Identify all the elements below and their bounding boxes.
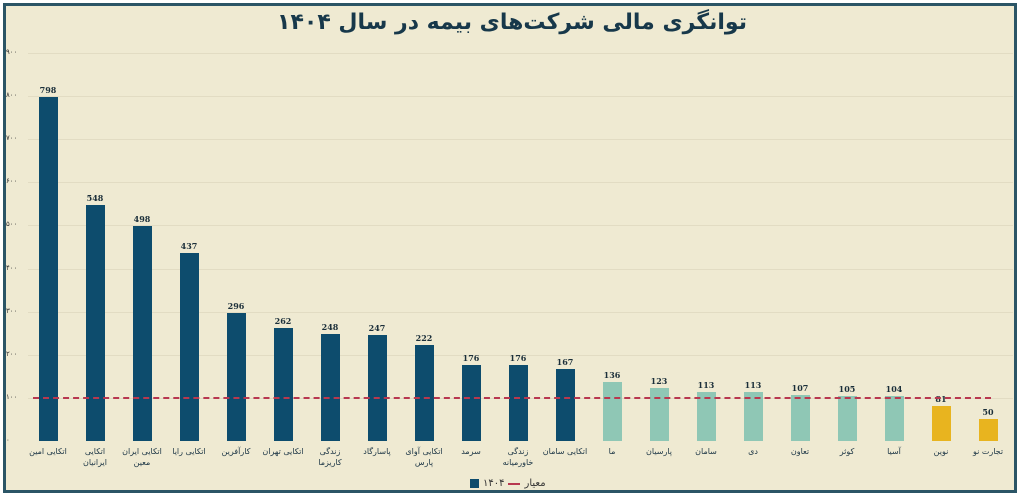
bar-value-label: 247	[368, 322, 386, 333]
bar[interactable]	[367, 334, 387, 441]
x-category-label: زندگی کاریزما	[318, 447, 342, 467]
legend-swatch-benchmark	[508, 482, 521, 485]
legend-label-1404: ۱۴۰۴	[483, 478, 505, 489]
y-tick-label: ۰	[6, 436, 10, 444]
gridline	[28, 268, 1013, 270]
y-tick-label: ۸۰۰	[6, 91, 18, 100]
x-category-label: سرمد	[461, 447, 481, 456]
x-category-label: تجارت نو	[972, 447, 1004, 456]
gridline	[28, 96, 1013, 98]
bar-value-label: 176	[509, 353, 527, 364]
bar-value-label: 104	[885, 384, 903, 395]
benchmark-line	[33, 396, 991, 399]
bar-value-label: 136	[603, 370, 621, 381]
bar-value-label: 81	[935, 394, 947, 405]
bar-value-label: 123	[650, 375, 668, 386]
bar[interactable]	[743, 392, 763, 441]
bar[interactable]	[226, 313, 246, 441]
bar[interactable]	[85, 204, 105, 441]
bar-value-label: 105	[838, 383, 856, 394]
legend: ۱۴۰۴ معیار	[470, 478, 546, 489]
bar[interactable]	[649, 387, 669, 441]
y-tick-label: ۱۰۰	[6, 392, 18, 401]
bar[interactable]	[179, 252, 199, 441]
bar-value-label: 113	[697, 380, 715, 391]
bar-value-label: 248	[321, 322, 339, 333]
bar-value-label: 222	[415, 333, 433, 344]
x-category-label: اتکایی ایرانیان	[82, 447, 108, 467]
bar-value-label: 107	[791, 382, 809, 393]
bar-value-label: 548	[86, 192, 104, 203]
x-category-label: نوین	[933, 447, 949, 456]
bar[interactable]	[414, 345, 434, 441]
y-tick-label: ۶۰۰	[6, 177, 18, 186]
gridline	[28, 311, 1013, 313]
y-tick-label: ۴۰۰	[6, 263, 18, 272]
bar[interactable]	[320, 334, 340, 441]
x-category-label: پارسیان	[646, 447, 672, 456]
bar-value-label: 50	[982, 407, 994, 418]
y-tick-label: ۲۰۰	[6, 349, 18, 358]
bar[interactable]	[884, 396, 904, 441]
legend-swatch-1404	[470, 479, 479, 488]
bar[interactable]	[555, 369, 575, 441]
gridline	[28, 53, 1013, 54]
bar[interactable]	[461, 365, 481, 441]
x-category-label: کارآفرین	[221, 447, 251, 456]
x-category-label: پاسارگاد	[363, 447, 391, 456]
bar[interactable]	[273, 328, 293, 441]
x-category-label: ما	[608, 447, 616, 456]
x-category-label: تعاون	[790, 447, 810, 456]
bar-value-label: 437	[180, 240, 198, 251]
bar[interactable]	[38, 96, 58, 441]
bar[interactable]	[978, 419, 998, 441]
y-tick-label: ۹۰۰	[6, 48, 18, 56]
bar-value-label: 498	[133, 214, 151, 225]
bar[interactable]	[837, 395, 857, 441]
bar[interactable]	[790, 394, 810, 441]
bar-value-label: 262	[274, 316, 292, 327]
bar-value-label: 167	[556, 357, 574, 367]
gridline	[28, 225, 1013, 227]
x-category-label: آسیا	[887, 447, 901, 456]
bar[interactable]	[602, 382, 622, 441]
y-tick-label: ۵۰۰	[6, 220, 18, 229]
x-category-label: کوثر	[839, 447, 855, 456]
x-category-label: اتکایی آوای پارس	[405, 447, 443, 467]
legend-label-benchmark: معیار	[524, 478, 546, 489]
x-category-label: اتکایی امین	[29, 447, 67, 456]
y-tick-label: ۷۰۰	[6, 134, 18, 143]
y-tick-label: ۳۰۰	[6, 306, 18, 315]
x-category-label: اتکایی سامان	[542, 447, 588, 456]
bar-value-label: 798	[39, 84, 57, 95]
bar[interactable]	[696, 392, 716, 441]
gridline	[28, 182, 1013, 184]
x-category-label: سامان	[695, 447, 717, 456]
gridline	[28, 139, 1013, 141]
x-category-label: دی	[748, 447, 758, 456]
x-category-label: اتکایی تهران	[262, 447, 304, 456]
bar[interactable]	[132, 226, 152, 441]
bar[interactable]	[931, 406, 951, 441]
bar-value-label: 296	[227, 301, 245, 312]
bar[interactable]	[508, 365, 528, 441]
gridline	[28, 354, 1013, 356]
bar-value-label: 176	[462, 353, 480, 364]
bar-value-label: 113	[744, 380, 762, 391]
x-category-label: زندگی خاورمیانه	[502, 447, 534, 467]
chart-title: توانگری مالی شرکت‌های بیمه در سال ۱۴۰۴	[277, 10, 747, 35]
x-category-label: اتکایی ایران معین	[122, 447, 162, 467]
x-category-label: اتکایی رایا	[172, 447, 206, 456]
